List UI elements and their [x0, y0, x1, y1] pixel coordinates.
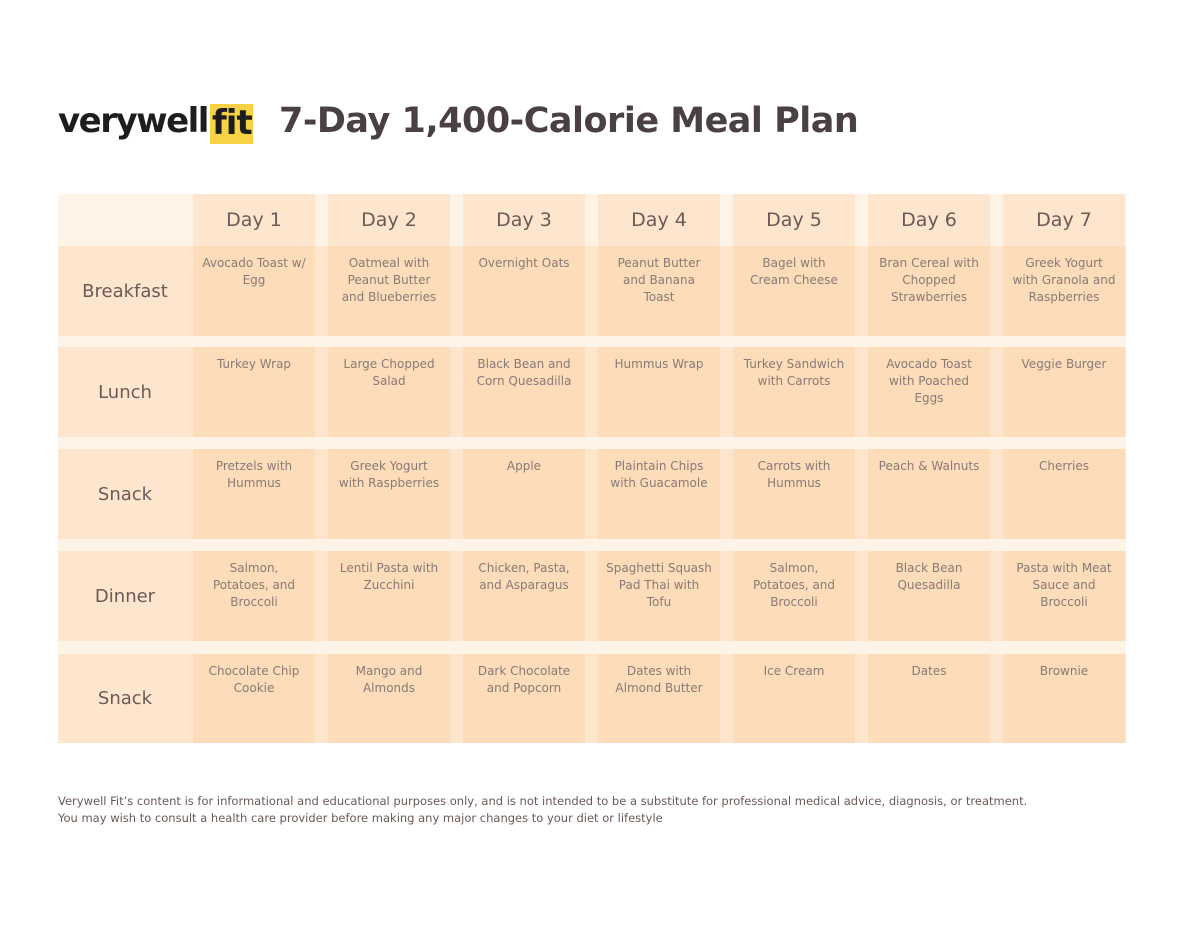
meal-cell: Veggie Burger [1003, 347, 1125, 437]
meal-cell: Apple [463, 449, 585, 539]
day-header-3: Day 3 [463, 194, 585, 246]
logo-wordmark: verywell [58, 101, 209, 141]
meal-cell: Avocado Toast with Poached Eggs [868, 347, 990, 437]
meal-cell: Turkey Sandwich with Carrots [733, 347, 855, 437]
meal-cell: Large Chopped Salad [328, 347, 450, 437]
meal-cell: Peanut Butter and Banana Toast [598, 246, 720, 336]
meal-cell: Chocolate Chip Cookie [193, 654, 315, 743]
disclaimer-line-1: Verywell Fit’s content is for informatio… [58, 794, 1028, 808]
meal-cell: Salmon, Potatoes, and Broccoli [193, 551, 315, 641]
meal-cell: Overnight Oats [463, 246, 585, 336]
meal-cell: Dark Chocolate and Popcorn [463, 654, 585, 743]
meal-cell: Dates [868, 654, 990, 743]
meal-label-dinner: Dinner [94, 585, 156, 607]
day-header-6: Day 6 [868, 194, 990, 246]
day-header-4: Day 4 [598, 194, 720, 246]
meal-cell: Avocado Toast w/ Egg [193, 246, 315, 336]
meal-cell: Chicken, Pasta, and Asparagus [463, 551, 585, 641]
page-title: 7-Day 1,400-Calorie Meal Plan [279, 101, 859, 141]
meal-cell: Greek Yogurt with Granola and Raspberrie… [1003, 246, 1125, 336]
logo-badge-text: fit [212, 103, 253, 143]
day-header-2: Day 2 [328, 194, 450, 246]
meal-cell: Ice Cream [733, 654, 855, 743]
meal-cell: Pretzels with Hummus [193, 449, 315, 539]
meal-label-snack: Snack [97, 688, 153, 709]
meal-cell: Dates with Almond Butter [598, 654, 720, 743]
day-header-7: Day 7 [1003, 194, 1125, 246]
logo-badge: fit [210, 104, 253, 144]
meal-cell: Pasta with Meat Sauce and Broccoli [1003, 551, 1125, 641]
disclaimer: Verywell Fit’s content is for informatio… [58, 793, 1138, 827]
meal-cell: Peach & Walnuts [868, 449, 990, 539]
day-header-1: Day 1 [193, 194, 315, 246]
meal-cell: Plaintain Chips with Guacamole [598, 449, 720, 539]
meal-cell: Mango and Almonds [328, 654, 450, 743]
meal-cell: Black Bean Quesadilla [868, 551, 990, 641]
disclaimer-line-2: You may wish to consult a health care pr… [58, 811, 663, 825]
meal-cell: Turkey Wrap [193, 347, 315, 437]
meal-cell: Brownie [1003, 654, 1125, 743]
meal-cell: Bran Cereal with Chopped Strawberries [868, 246, 990, 336]
meal-cell: Greek Yogurt with Raspberries [328, 449, 450, 539]
meal-cell: Carrots with Hummus [733, 449, 855, 539]
meal-cell: Cherries [1003, 449, 1125, 539]
meal-cell: Salmon, Potatoes, and Broccoli [733, 551, 855, 641]
meal-label-snack: Snack [97, 483, 153, 505]
meal-label-lunch: Lunch [98, 381, 152, 403]
meal-cell: Spaghetti Squash Pad Thai with Tofu [598, 551, 720, 641]
meal-cell: Black Bean and Corn Quesadilla [463, 347, 585, 437]
meal-cell: Oatmeal with Peanut Butter and Blueberri… [328, 246, 450, 336]
day-header-5: Day 5 [733, 194, 855, 246]
meal-label-breakfast: Breakfast [82, 280, 168, 302]
meal-cell: Hummus Wrap [598, 347, 720, 437]
meal-cell: Bagel with Cream Cheese [733, 246, 855, 336]
meal-cell: Lentil Pasta with Zucchini [328, 551, 450, 641]
